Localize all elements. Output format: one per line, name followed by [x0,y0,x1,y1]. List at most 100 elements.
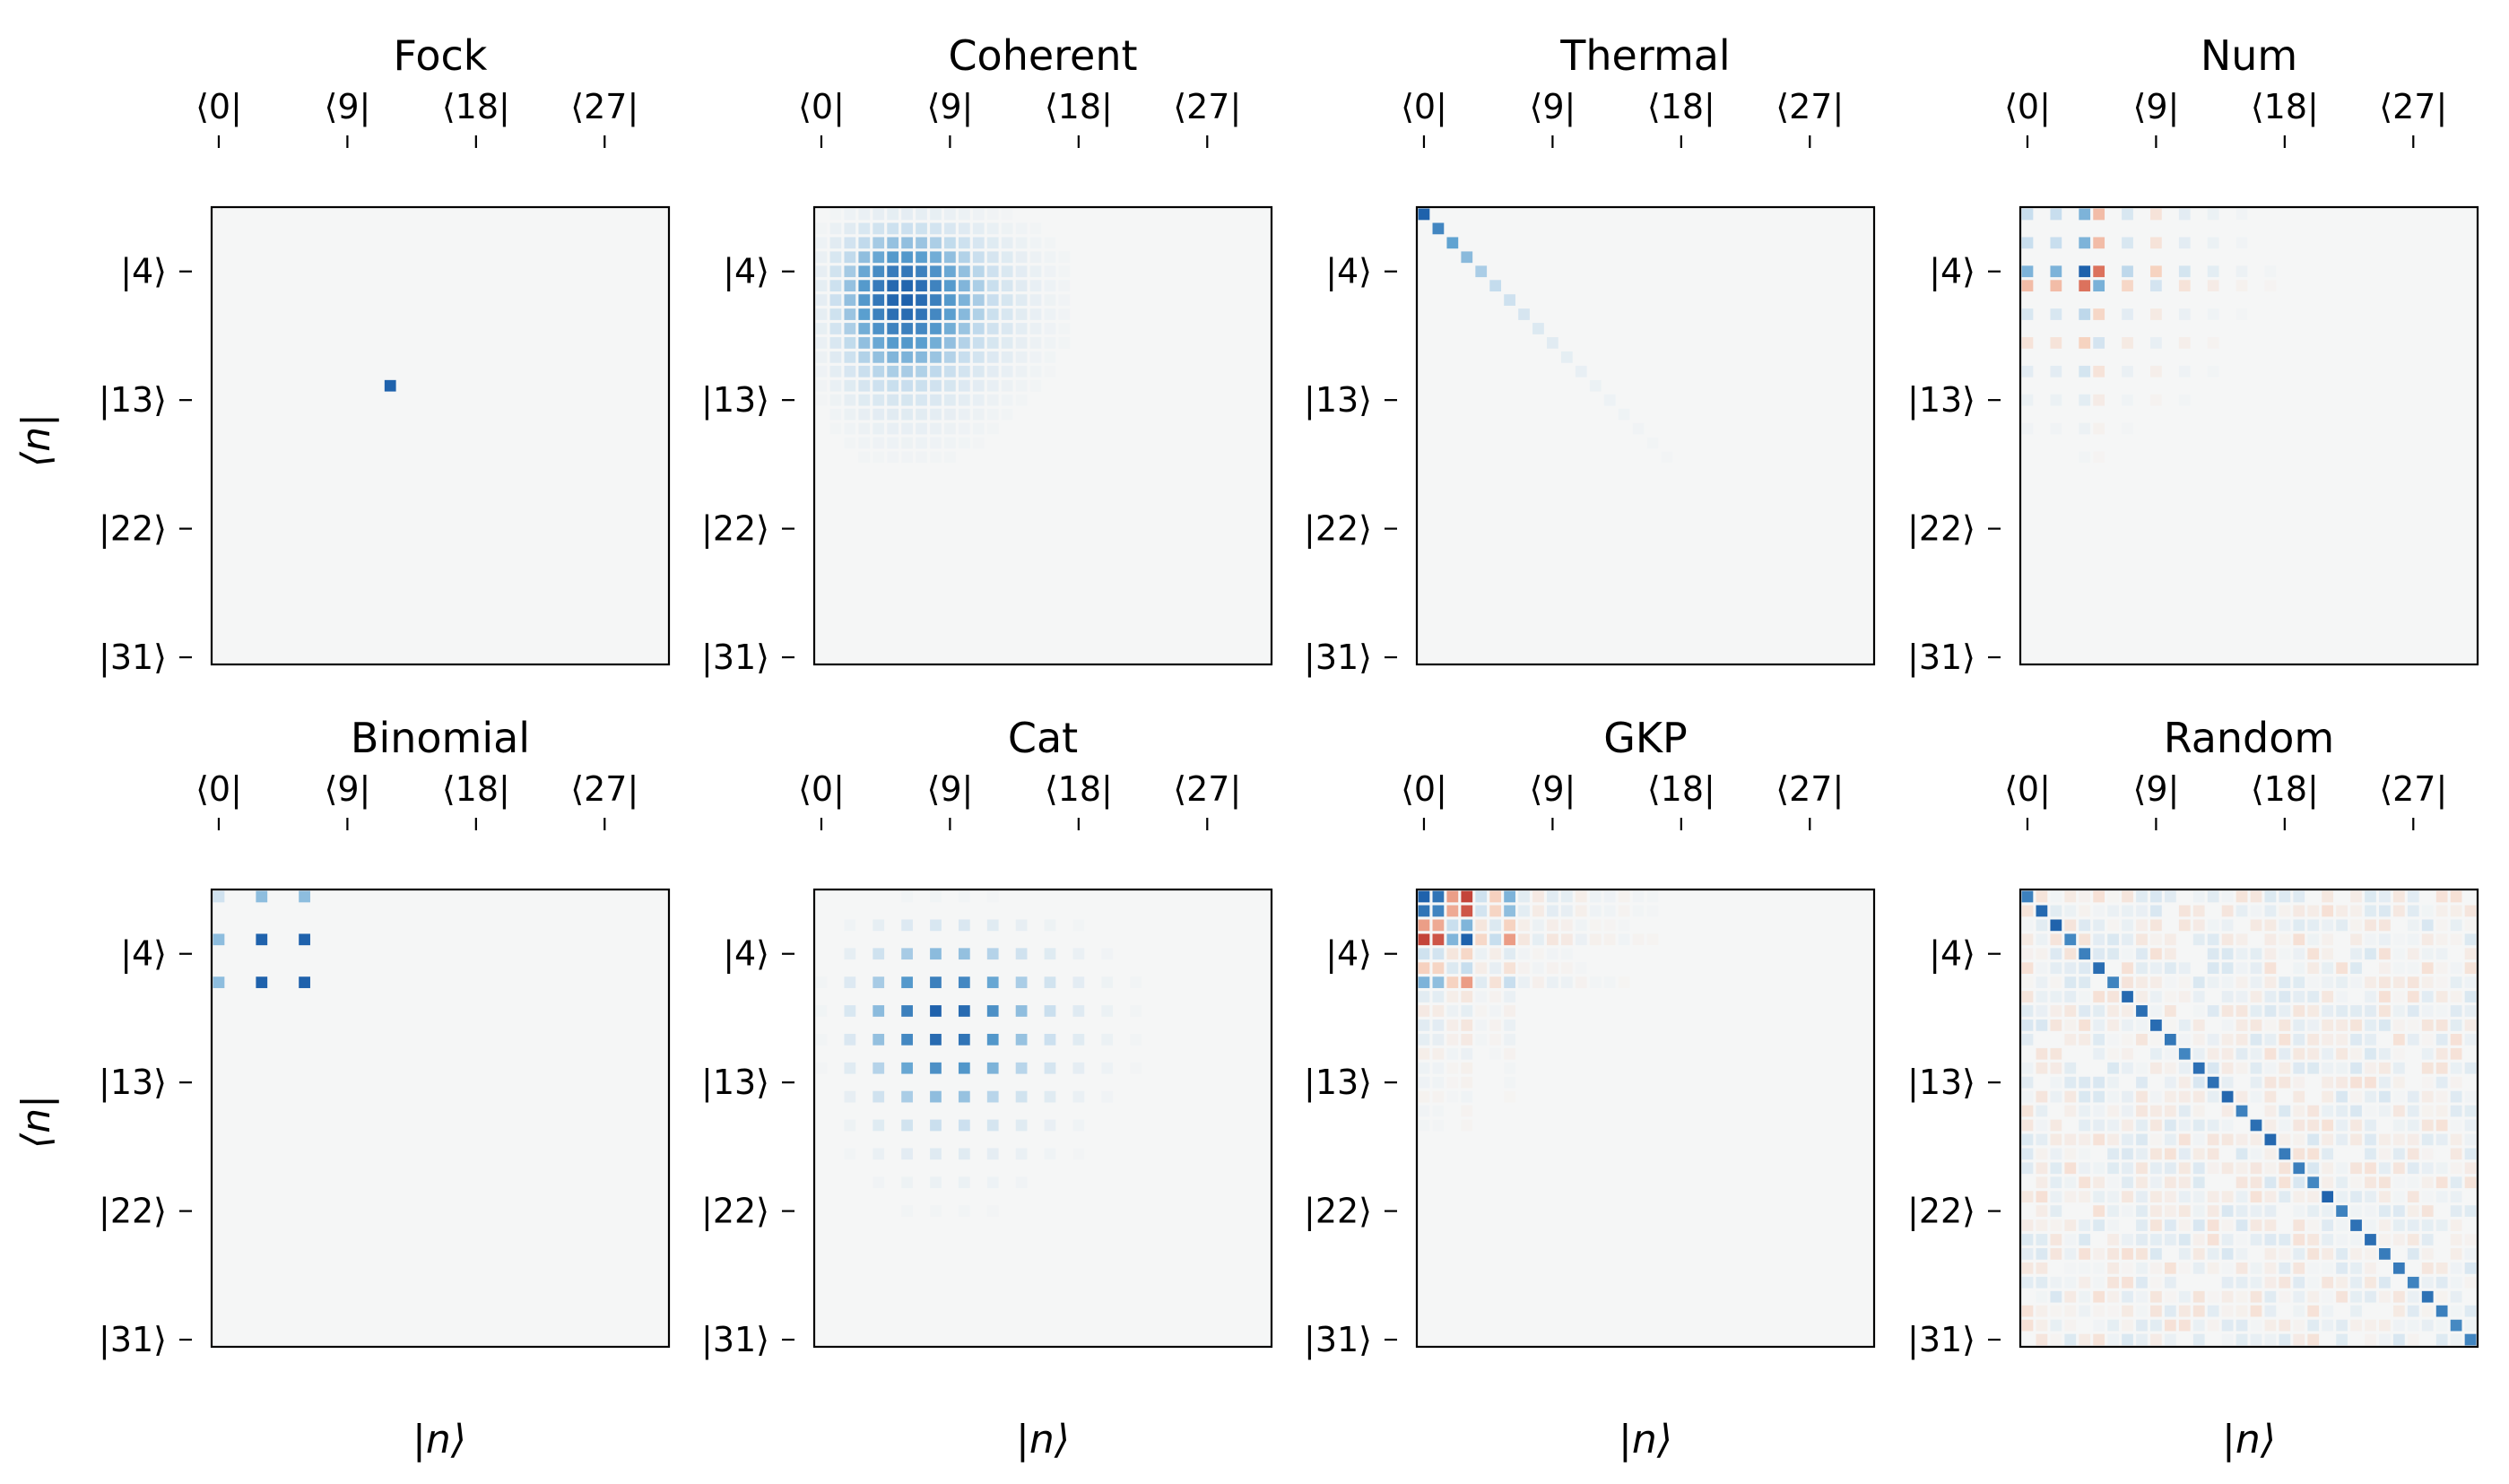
x-tick-label: ⟨18| [2251,87,2319,127]
heatmap-cell [930,308,942,320]
heatmap-cell [958,379,970,392]
heatmap-cell [2392,1090,2405,1103]
heatmap-cell [873,1176,885,1189]
heatmap-cell [1461,890,1473,903]
heatmap-cell [2279,1176,2291,1189]
heatmap-cell [930,948,942,960]
heatmap-cell [2207,1305,2219,1317]
heatmap-cell [2365,1219,2376,1231]
heatmap-cell [887,351,899,363]
x-tick-label: ⟨9| [325,87,371,127]
heatmap-cell [2464,962,2477,975]
heatmap-cell [2450,1290,2462,1303]
heatmap-cell [986,337,999,349]
heatmap-cell [844,365,856,378]
heatmap-cell [2464,948,2477,960]
heatmap-cell [2207,1090,2219,1103]
heatmap-cell [944,422,956,435]
heatmap-cell [1446,1062,1459,1074]
heatmap-cell [2365,1076,2376,1089]
heatmap-cell [1504,1090,1515,1103]
heatmap-cell [2164,1062,2176,1074]
heatmap-cell [930,451,942,464]
heatmap-cell [2392,948,2405,960]
heatmap-cell [1632,890,1645,903]
heatmap-cell [858,280,871,292]
y-tick-label: |4⟩ [1325,252,1372,292]
panel-title: Thermal [1559,31,1730,80]
heatmap-cell [2050,1005,2062,1017]
heatmap-cell [2122,1234,2133,1245]
heatmap-cell [2064,1234,2077,1245]
heatmap-cell [2264,1076,2277,1089]
heatmap-cell [2136,919,2148,932]
heatmap-cell [2036,1290,2048,1303]
heatmap-cell [1015,1176,1028,1189]
heatmap-cell [2464,1333,2477,1346]
heatmap-cell [1632,422,1645,435]
heatmap-cell [2036,1234,2048,1245]
heatmap-cell [2021,991,2034,1002]
heatmap-cell [1015,351,1028,363]
heatmap-cell [2407,1033,2419,1046]
heatmap-cell [2221,962,2234,975]
heatmap-cell [2178,265,2191,278]
heatmap-cell [2192,919,2205,932]
heatmap-cell [958,1005,970,1017]
heatmap-cell [901,308,913,320]
heatmap-cell [2365,976,2376,988]
heatmap-cell [2336,1290,2348,1303]
heatmap-cell [2407,948,2419,960]
heatmap-cell [2450,1047,2462,1060]
heatmap-cell [2207,1076,2219,1089]
heatmap-cell [1044,337,1056,349]
heatmap-cell [2365,1090,2376,1103]
heatmap-cell [2207,1248,2219,1260]
heatmap-cell [1015,1033,1028,1046]
heatmap-cell [815,237,828,249]
heatmap-cell [2079,1020,2091,1031]
heatmap-cell [2250,991,2262,1002]
heatmap-cell [2021,1090,2034,1103]
heatmap-cell [2221,1033,2234,1046]
heatmap-cell [2421,1290,2434,1303]
heatmap-cell [2036,1305,2048,1317]
heatmap-cell [2107,1290,2119,1303]
heatmap-cell [829,408,842,421]
heatmap-cell [972,394,985,406]
heatmap-cell [2150,1047,2162,1060]
heatmap-cell [815,379,828,392]
heatmap-cell [1001,379,1013,392]
heatmap-cell [1560,948,1573,960]
x-tick-label: ⟨9| [1530,87,1576,127]
heatmap-cell [2450,1162,2462,1175]
heatmap-cell [1489,1005,1502,1017]
heatmap-cell [2136,948,2148,960]
heatmap-cell [2107,948,2119,960]
y-tick-label: |22⟩ [1907,1192,1975,1232]
heatmap-cell [2279,1148,2291,1160]
heatmap-cell [958,408,970,421]
heatmap-cell [958,1205,970,1217]
heatmap-cell [2050,948,2062,960]
heatmap-cell [1504,933,1515,946]
heatmap-cell [972,308,985,320]
heatmap-cell [887,237,899,249]
heatmap-cell [2207,1033,2219,1046]
heatmap-cell [916,280,927,292]
heatmap-cell [2365,1205,2376,1217]
heatmap-cell [2064,1262,2077,1274]
x-tick-label: ⟨9| [927,87,974,127]
heatmap-cell [2036,1248,2048,1260]
heatmap-cell [958,294,970,306]
panel-thermal-frame [1415,205,1876,666]
heatmap-cell [2392,1105,2405,1117]
heatmap-cell [1560,905,1573,917]
heatmap-cell [815,394,828,406]
heatmap-cell [2064,1162,2077,1175]
heatmap-cell [2350,933,2362,946]
heatmap-cell [2322,1119,2334,1132]
heatmap-cell [2164,1162,2176,1175]
heatmap-cell [2122,337,2133,349]
